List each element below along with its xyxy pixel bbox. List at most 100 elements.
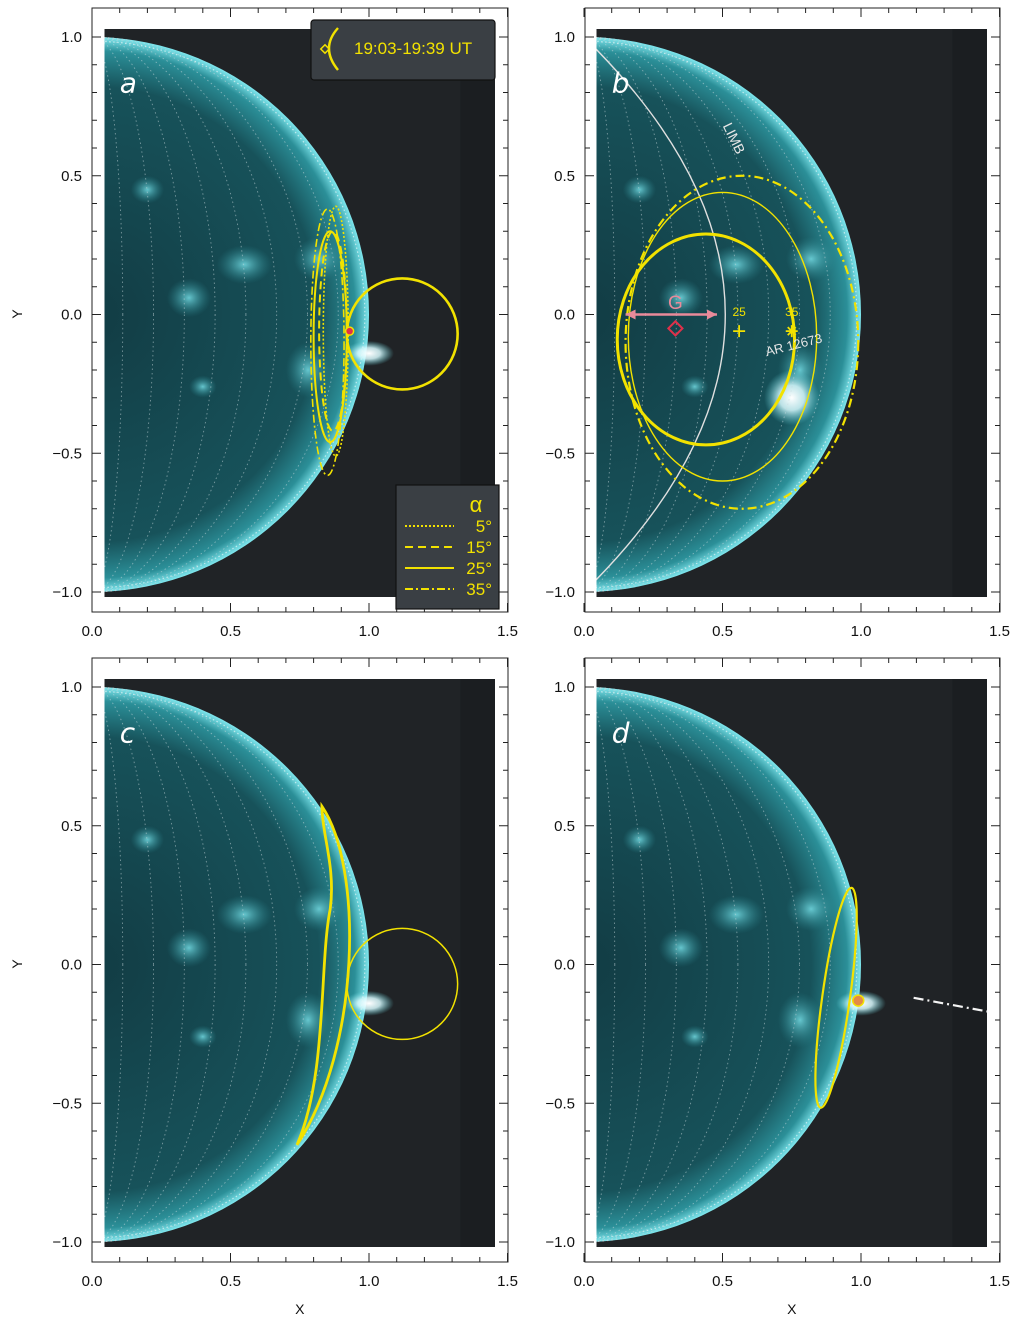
g-arrow-head-right	[706, 309, 717, 320]
y-tick-label: 0.0	[61, 957, 82, 974]
sky-background-edge	[460, 679, 495, 1247]
active-region	[708, 895, 765, 934]
x-axis-label: X	[787, 1301, 797, 1317]
panel-label: b	[612, 67, 630, 100]
x-tick-label: 0.5	[220, 623, 241, 640]
solar-image	[596, 679, 988, 1247]
y-tick-label: 1.0	[554, 679, 575, 696]
limb-dotted-line	[104, 690, 366, 1239]
plus-marker-25	[733, 325, 746, 338]
longitude-gridline	[104, 687, 308, 1242]
active-region	[216, 245, 273, 284]
active-region	[166, 278, 212, 318]
longitude-gridline	[596, 37, 770, 592]
longitude-gridline	[596, 36, 831, 593]
g-label: G	[668, 293, 683, 314]
alpha-legend-title: α	[470, 492, 483, 517]
longitude-gridline	[596, 59, 616, 570]
alpha-mark-35: 35	[785, 305, 799, 319]
longitude-gridline	[104, 39, 185, 590]
active-region	[130, 175, 165, 204]
star-marker-35	[785, 325, 798, 338]
y-axis-label: Y	[9, 959, 25, 969]
plot-frame	[584, 7, 1001, 613]
legend-label: 35°	[466, 580, 492, 599]
contour-alpha-25	[615, 232, 797, 447]
limb-arc	[596, 48, 726, 581]
x-tick-label: 1.5	[497, 1273, 518, 1290]
limb-dotted-line	[596, 690, 858, 1239]
panel-label: c	[120, 717, 136, 750]
x-tick-label: 0.5	[712, 623, 733, 640]
panel-label: a	[120, 67, 137, 100]
longitude-gridline	[596, 37, 739, 592]
contour-outline	[295, 801, 351, 1146]
x-tick-label: 1.0	[851, 623, 872, 640]
plot-frame	[91, 7, 509, 613]
x-tick-label: 1.5	[497, 623, 518, 640]
x-tick-label: 0.5	[712, 1273, 733, 1290]
longitude-gridline	[104, 59, 124, 570]
sun-disk	[104, 37, 369, 592]
longitude-gridline	[104, 38, 216, 591]
active-region	[188, 1025, 217, 1048]
contour-alpha-35	[624, 174, 860, 510]
active-region	[680, 1025, 709, 1048]
legend-label: 25°	[466, 559, 492, 578]
active-region	[294, 886, 345, 932]
x-tick-label: 0.0	[574, 1273, 595, 1290]
y-tick-label: −1.0	[52, 1234, 82, 1251]
time-legend-text: 19:03-19:39 UT	[354, 39, 472, 58]
y-tick-label: 0.5	[554, 818, 575, 835]
flare-kernel	[344, 990, 394, 1016]
flare-kernel	[764, 370, 820, 426]
active-region	[622, 825, 657, 854]
y-tick-label: −0.5	[545, 445, 575, 462]
y-tick-label: 0.5	[61, 818, 82, 835]
y-tick-label: 1.0	[554, 29, 575, 46]
contour-alpha-15	[627, 191, 818, 482]
contour-alpha-35	[310, 208, 345, 477]
limb-dotted-line	[596, 40, 858, 589]
legend-label: 15°	[466, 538, 492, 557]
longitude-gridline	[104, 37, 247, 592]
sky-background-edge	[952, 29, 987, 597]
active-region	[216, 895, 273, 934]
x-tick-label: 0.0	[82, 623, 103, 640]
y-tick-label: −0.5	[545, 1095, 575, 1112]
active-region	[658, 278, 704, 318]
x-tick-label: 1.0	[359, 1273, 380, 1290]
active-region	[130, 825, 165, 854]
x-tick-label: 1.5	[989, 623, 1010, 640]
panel-a: 0.0 0.5 1.0 1.5 1.0 0.5 0.0 −0.5 −1.0 Ya 19:03-19:…	[9, 7, 518, 640]
direction-line	[913, 996, 988, 1013]
longitude-gridline	[104, 686, 339, 1243]
x-tick-label: 0.5	[220, 1273, 241, 1290]
active-region	[285, 342, 331, 398]
longitude-gridline	[104, 688, 216, 1241]
flare-circle	[346, 927, 459, 1041]
active-region	[188, 375, 217, 398]
longitude-gridline	[104, 709, 124, 1220]
source-marker	[344, 326, 355, 336]
longitude-gridline	[596, 692, 646, 1237]
y-tick-label: 0.0	[554, 957, 575, 974]
active-region	[680, 375, 709, 398]
flare-kernel	[344, 340, 394, 366]
longitude-gridline	[596, 686, 831, 1243]
y-tick-label: 1.0	[61, 29, 82, 46]
g-arrow-head-left	[625, 309, 636, 320]
sun-disk	[596, 687, 861, 1242]
longitude-gridline	[596, 687, 739, 1242]
plot-frame	[91, 657, 509, 1263]
sky-background-edge	[952, 679, 987, 1247]
longitude-gridline	[596, 687, 800, 1242]
active-region	[777, 992, 823, 1048]
y-tick-label: −0.5	[52, 445, 82, 462]
solar-image	[104, 679, 495, 1247]
y-tick-label: 0.5	[61, 168, 82, 185]
longitude-gridline	[104, 687, 247, 1242]
